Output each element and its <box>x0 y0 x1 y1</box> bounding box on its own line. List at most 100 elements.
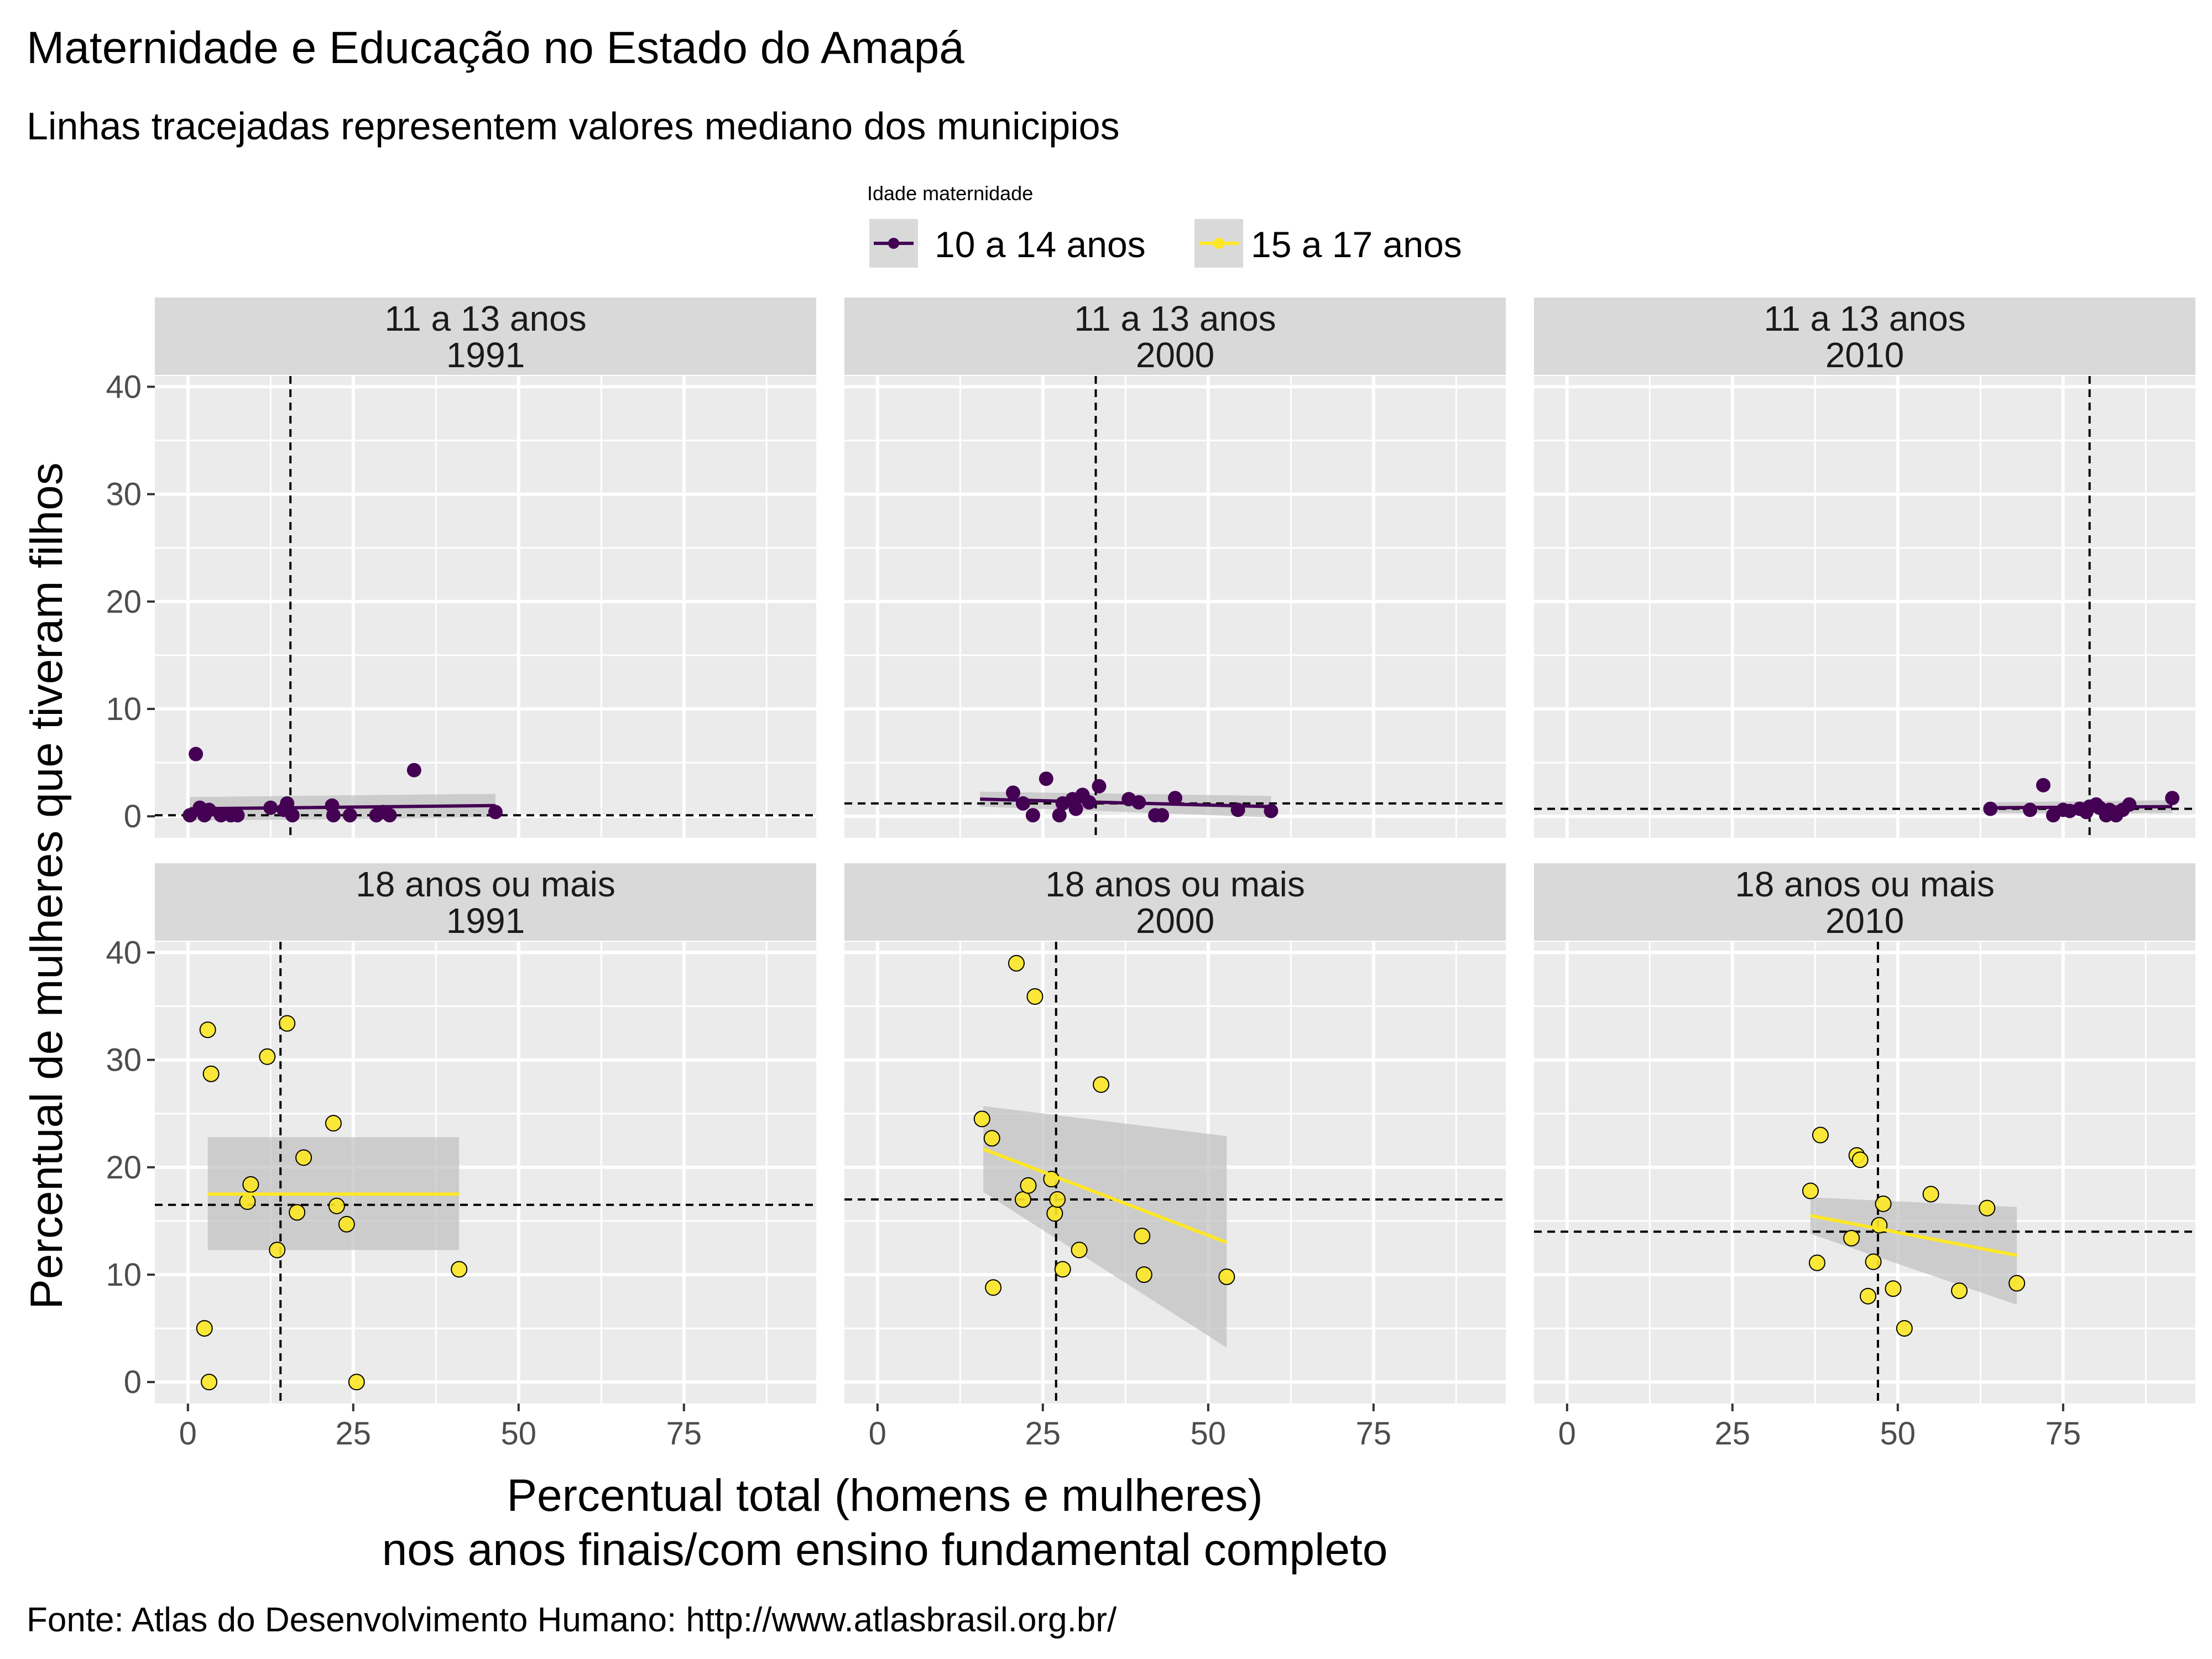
y-tick-label: 0 <box>124 1364 142 1400</box>
legend-key-point-10-14 <box>888 238 899 249</box>
data-point <box>382 808 397 823</box>
data-point <box>201 1374 218 1391</box>
data-point <box>325 1115 342 1132</box>
x-tick-label: 50 <box>1880 1416 1916 1452</box>
y-tick-label: 20 <box>106 584 142 620</box>
x-tick-label: 75 <box>1356 1416 1392 1452</box>
facet-col-label: 1991 <box>446 335 525 375</box>
data-point <box>189 747 204 761</box>
data-point <box>406 763 421 778</box>
data-point <box>1046 1205 1063 1222</box>
legend-label-10-14: 10 a 14 anos <box>935 224 1146 265</box>
data-point <box>983 1130 1000 1147</box>
data-point <box>1979 1199 1996 1217</box>
data-point <box>1843 1229 1860 1246</box>
facet-row-label: 18 anos ou mais <box>1045 864 1305 904</box>
chart-title: Maternidade e Educação no Estado do Amap… <box>27 23 964 73</box>
facet-col-label: 2010 <box>1825 335 1904 375</box>
data-point <box>348 1374 365 1391</box>
data-point <box>1168 791 1182 806</box>
data-point <box>285 808 300 823</box>
data-point <box>1014 1191 1031 1208</box>
data-point <box>328 1197 345 1214</box>
data-point <box>1875 1195 1892 1212</box>
data-point <box>1922 1186 1939 1203</box>
data-point <box>1020 1177 1037 1194</box>
x-tick-label: 0 <box>869 1416 886 1452</box>
trend-line <box>980 797 1271 808</box>
data-point <box>1015 796 1030 811</box>
data-point <box>1155 808 1170 823</box>
data-point <box>213 808 228 823</box>
x-tick-label: 25 <box>336 1416 372 1452</box>
data-point <box>985 1279 1002 1296</box>
x-tick-label: 0 <box>1558 1416 1576 1452</box>
facet-strip <box>155 863 816 941</box>
data-point <box>2165 791 2180 806</box>
data-point <box>1859 1287 1876 1305</box>
facet-col-label: 1991 <box>446 901 525 941</box>
facet-row-label: 18 anos ou mais <box>1735 864 1995 904</box>
facet-row-label: 11 a 13 anos <box>384 299 586 338</box>
panel-background <box>1534 942 2195 1404</box>
data-point <box>259 1048 276 1065</box>
trend-line <box>190 804 495 811</box>
data-point <box>1068 801 1083 816</box>
data-point <box>279 1015 296 1032</box>
y-axis-title: Percentual de mulheres que tiveram filho… <box>22 462 72 1309</box>
chart-subtitle: Linhas tracejadas representem valores me… <box>27 105 1120 148</box>
y-tick-label: 30 <box>106 1042 142 1078</box>
legend-item-10-14: 10 a 14 anos <box>869 219 1146 268</box>
panel-background <box>844 376 1506 838</box>
data-point <box>1983 801 1998 816</box>
data-point <box>1808 1254 1825 1271</box>
x-axis-title-line2: nos anos finais/com ensino fundamental c… <box>382 1525 1388 1575</box>
data-point <box>1005 785 1020 800</box>
x-tick-label: 50 <box>501 1416 537 1452</box>
y-tick-label: 30 <box>106 477 142 513</box>
data-point <box>2122 797 2137 812</box>
facet-strip <box>155 298 816 375</box>
data-point <box>1134 1228 1151 1245</box>
data-point <box>1951 1282 1968 1300</box>
confidence-ribbon <box>983 1106 1227 1348</box>
data-point <box>1093 1076 1110 1093</box>
facet-strip <box>1534 863 2195 941</box>
x-tick-label: 25 <box>1025 1416 1061 1452</box>
data-point <box>1092 779 1107 794</box>
data-point <box>1049 1191 1066 1208</box>
data-point <box>182 808 197 823</box>
data-point <box>1851 1151 1869 1168</box>
data-point <box>242 1176 259 1193</box>
x-tick-label: 25 <box>1715 1416 1751 1452</box>
source-caption: Fonte: Atlas do Desenvolvimento Humano: … <box>27 1601 1117 1639</box>
data-point <box>2023 802 2037 817</box>
data-point <box>239 1193 256 1210</box>
data-point <box>1885 1280 1902 1297</box>
data-point <box>338 1215 355 1233</box>
data-point <box>289 1204 306 1221</box>
data-point <box>2008 1275 2026 1292</box>
legend-label-15-17: 15 a 17 anos <box>1251 224 1462 265</box>
legend-item-15-17: 15 a 17 anos <box>1194 219 1462 268</box>
data-point <box>1026 988 1044 1005</box>
panel-background <box>1534 376 2195 838</box>
data-point <box>1008 954 1025 972</box>
data-point <box>973 1110 990 1128</box>
data-point <box>342 808 357 823</box>
x-tick-label: 75 <box>2046 1416 2081 1452</box>
legend: Idade maternidade 10 a 14 anos 15 a 17 a… <box>867 182 1462 268</box>
facet-row-label: 18 anos ou mais <box>356 864 615 904</box>
facet-col-label: 2000 <box>1136 901 1214 941</box>
y-tick-label: 10 <box>106 1257 142 1293</box>
x-tick-label: 50 <box>1191 1416 1227 1452</box>
trend-line <box>983 1147 1228 1244</box>
data-point <box>1802 1182 1819 1199</box>
data-point <box>1896 1320 1913 1337</box>
